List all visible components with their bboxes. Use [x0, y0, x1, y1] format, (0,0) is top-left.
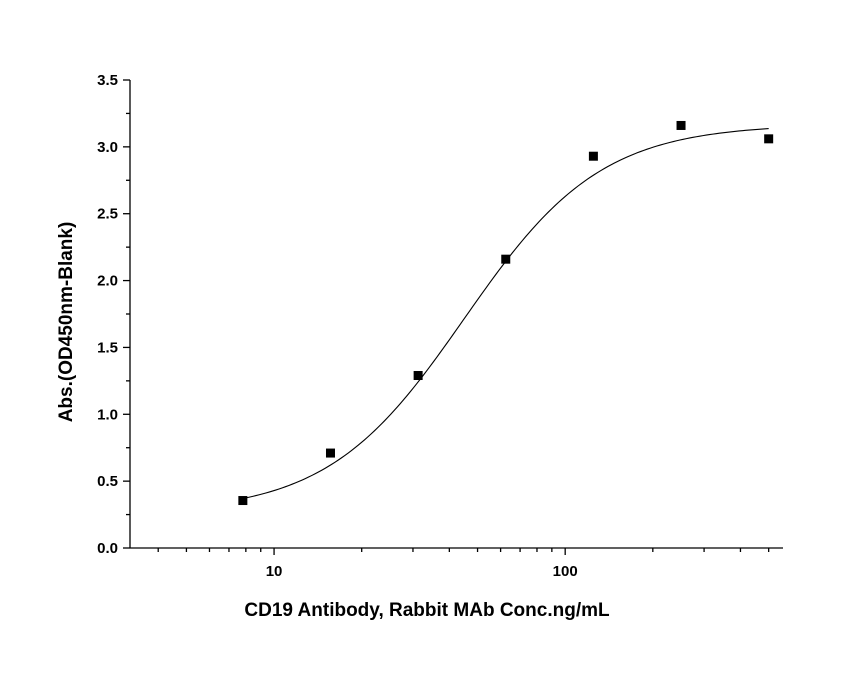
data-points-layer — [238, 120, 774, 506]
fit-curve — [242, 128, 769, 500]
x-tick-label: 10 — [266, 563, 283, 580]
x-tick-label: 100 — [553, 563, 578, 580]
data-point — [676, 120, 686, 130]
data-point — [325, 448, 335, 458]
y-tick-label: 2.5 — [97, 206, 118, 223]
y-tick-label: 3.5 — [97, 72, 118, 89]
data-point — [764, 134, 774, 144]
y-tick-label: 0.0 — [97, 540, 118, 557]
fit-curve-layer — [242, 128, 769, 500]
data-point — [413, 371, 423, 381]
y-tick-label: 3.0 — [97, 139, 118, 156]
data-point — [238, 496, 248, 506]
data-point — [501, 254, 511, 264]
data-point — [588, 151, 598, 161]
axes: 0.0 0.5 1.0 1.5 2.0 2.5 3.0 3.5 10 100 — [97, 72, 783, 580]
y-tick-label: 1.5 — [97, 339, 118, 356]
y-tick-label: 2.0 — [97, 273, 118, 290]
y-axis-title: Abs.(OD450nm-Blank) — [56, 222, 77, 423]
y-tick-label: 1.0 — [97, 406, 118, 423]
x-axis-title: CD19 Antibody, Rabbit MAb Conc.ng/mL — [244, 600, 610, 621]
y-tick-label: 0.5 — [97, 473, 118, 490]
